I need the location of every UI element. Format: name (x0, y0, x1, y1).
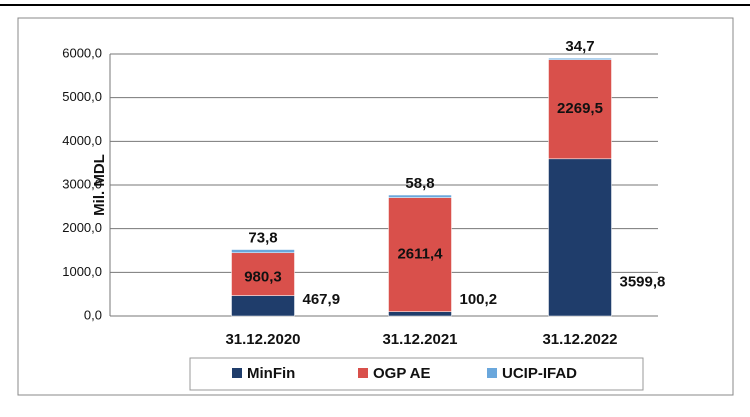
bar-segment (231, 295, 295, 317)
value-label: 980,3 (244, 269, 282, 286)
legend-swatch (487, 368, 497, 378)
y-tick-label: 0,0 (84, 307, 102, 322)
value-label: 100,2 (460, 291, 498, 308)
bar-segment (231, 252, 295, 296)
value-label: 58,8 (405, 175, 434, 192)
x-tick-label: 31.12.2022 (542, 331, 617, 348)
legend-label: UCIP-IFAD (502, 365, 577, 382)
legend-swatch (232, 368, 242, 378)
chart-frame (17, 17, 734, 396)
x-tick-label: 31.12.2020 (225, 331, 300, 348)
x-tick-label: 31.12.2021 (382, 331, 457, 348)
bar-segment (548, 59, 612, 160)
bar-segment (231, 249, 295, 254)
legend (189, 357, 644, 391)
legend-label: MinFin (247, 365, 295, 382)
y-tick-label: 5000,0 (62, 89, 102, 104)
value-label: 2611,4 (397, 246, 443, 263)
value-label: 73,8 (248, 230, 277, 247)
bar-segment (388, 197, 452, 312)
legend-swatch (358, 368, 368, 378)
bar-segment (548, 57, 612, 60)
y-tick-label: 1000,0 (62, 264, 102, 279)
value-label: 2269,5 (557, 100, 603, 117)
value-label: 467,9 (303, 291, 341, 308)
y-tick-label: 4000,0 (62, 133, 102, 148)
bar-segment (388, 194, 452, 198)
y-tick-label: 6000,0 (62, 45, 102, 60)
legend-label: OGP AE (373, 365, 431, 382)
value-label: 34,7 (565, 38, 594, 55)
bar-segment (388, 311, 452, 317)
y-tick-label: 3000,0 (62, 176, 102, 191)
bar-segment (548, 158, 612, 317)
y-axis-label: Mil. MDL (91, 154, 108, 216)
value-label: 3599,8 (620, 273, 666, 290)
y-tick-label: 2000,0 (62, 220, 102, 235)
